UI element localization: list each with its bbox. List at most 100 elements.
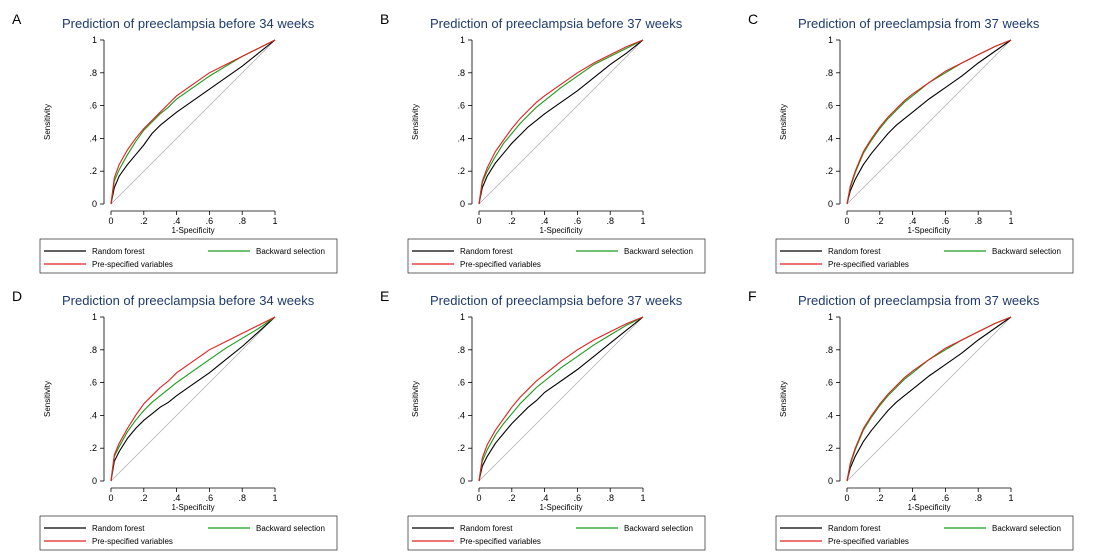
x-tick-label: .4 [541, 216, 549, 226]
legend-label: Pre-specified variables [828, 260, 909, 269]
x-tick-label: .6 [206, 493, 214, 503]
y-tick-label: .2 [825, 166, 833, 176]
x-tick-label: .2 [876, 493, 884, 503]
y-tick-label: .6 [825, 101, 833, 111]
reference-diagonal-line [110, 39, 276, 205]
series-line-pre-specified-variables [846, 316, 1012, 482]
chart-panel-d: D Prediction of preeclampsia before 34 we… [0, 277, 368, 554]
y-tick-label: .6 [89, 378, 97, 388]
series-line-pre-specified-variables [110, 316, 276, 482]
x-tick-label: .2 [876, 216, 884, 226]
y-axis-label: Sensitivity [779, 104, 788, 140]
x-axis-label: 1-Specificity [539, 226, 582, 235]
chart-svg: C Prediction of preeclampsia from 37 week… [748, 11, 1074, 274]
y-axis-label: Sensitivity [411, 104, 420, 140]
chart-panel-e: E Prediction of preeclampsia before 37 we… [368, 277, 736, 554]
series-line-random-forest [846, 39, 1012, 205]
y-tick-label: .2 [89, 166, 97, 176]
y-tick-label: .2 [457, 443, 465, 453]
legend-label: Backward selection [624, 524, 693, 533]
x-tick-label: .4 [541, 493, 549, 503]
series-line-random-forest [846, 316, 1012, 482]
x-tick-label: .4 [173, 216, 181, 226]
y-tick-label: 1 [460, 312, 465, 322]
y-tick-label: 1 [92, 312, 97, 322]
y-tick-label: .6 [89, 101, 97, 111]
y-tick-label: 1 [828, 312, 833, 322]
x-tick-label: .2 [508, 216, 516, 226]
x-tick-label: 0 [108, 216, 113, 226]
chart-title: Prediction of preeclampsia before 34 wee… [62, 16, 315, 31]
series-line-backward-selection [478, 39, 644, 205]
legend-label: Backward selection [256, 247, 325, 256]
legend-label: Pre-specified variables [460, 537, 541, 546]
panel-letter: B [380, 11, 389, 27]
panel-letter: E [380, 288, 389, 304]
x-tick-label: .2 [140, 216, 148, 226]
series-line-pre-specified-variables [478, 316, 644, 482]
chart-panel-f: F Prediction of preeclampsia from 37 week… [736, 277, 1104, 554]
x-tick-label: 1 [640, 216, 645, 226]
x-tick-label: 0 [108, 493, 113, 503]
x-tick-label: .8 [238, 216, 246, 226]
y-tick-label: .8 [89, 68, 97, 78]
x-axis-label: 1-Specificity [539, 503, 582, 512]
x-tick-label: 0 [844, 493, 849, 503]
y-tick-label: 0 [460, 199, 465, 209]
reference-diagonal-line [846, 39, 1012, 205]
legend-box [775, 515, 1074, 551]
x-tick-label: .6 [206, 216, 214, 226]
chart-title: Prediction of preeclampsia before 37 wee… [430, 293, 683, 308]
series-line-pre-specified-variables [478, 39, 644, 205]
x-tick-label: .4 [173, 493, 181, 503]
y-axis-label: Sensitivity [43, 104, 52, 140]
x-tick-label: .8 [974, 493, 982, 503]
y-tick-label: .8 [825, 345, 833, 355]
legend-label: Pre-specified variables [92, 537, 173, 546]
legend-box [39, 238, 338, 274]
chart-title: Prediction of preeclampsia before 34 wee… [62, 293, 315, 308]
x-tick-label: 0 [476, 493, 481, 503]
x-axis-label: 1-Specificity [171, 503, 214, 512]
chart-svg: E Prediction of preeclampsia before 37 we… [380, 288, 706, 551]
x-tick-label: 1 [640, 493, 645, 503]
y-tick-label: 0 [92, 199, 97, 209]
legend-label: Backward selection [992, 247, 1061, 256]
x-tick-label: 1 [272, 216, 277, 226]
y-tick-label: .4 [457, 410, 465, 420]
x-tick-label: .4 [909, 493, 917, 503]
legend-label: Random forest [460, 524, 513, 533]
y-tick-label: .4 [89, 410, 97, 420]
chart-svg: B Prediction of preeclampsia before 37 we… [380, 11, 706, 274]
legend-label: Backward selection [992, 524, 1061, 533]
x-tick-label: .6 [942, 216, 950, 226]
series-line-backward-selection [110, 316, 276, 482]
series-line-pre-specified-variables [110, 39, 276, 205]
legend-box [775, 238, 1074, 274]
x-tick-label: .8 [606, 493, 614, 503]
x-tick-label: 0 [844, 216, 849, 226]
y-tick-label: 0 [92, 476, 97, 486]
reference-diagonal-line [846, 316, 1012, 482]
series-line-pre-specified-variables [846, 39, 1012, 205]
legend-label: Random forest [92, 247, 145, 256]
panel-letter: D [12, 288, 22, 304]
chart-title: Prediction of preeclampsia from 37 weeks [798, 293, 1040, 308]
legend-label: Backward selection [256, 524, 325, 533]
series-line-backward-selection [110, 39, 276, 205]
panel-letter: F [748, 288, 757, 304]
x-axis-label: 1-Specificity [171, 226, 214, 235]
reference-diagonal-line [478, 316, 644, 482]
legend-label: Backward selection [624, 247, 693, 256]
chart-panel-c: C Prediction of preeclampsia from 37 week… [736, 0, 1104, 277]
y-tick-label: .2 [89, 443, 97, 453]
reference-diagonal-line [478, 39, 644, 205]
series-line-random-forest [478, 316, 644, 482]
x-tick-label: 1 [1008, 493, 1013, 503]
y-tick-label: 0 [828, 476, 833, 486]
y-tick-label: .8 [457, 68, 465, 78]
y-tick-label: .4 [825, 133, 833, 143]
y-tick-label: .8 [457, 345, 465, 355]
panel-letter: C [748, 11, 758, 27]
